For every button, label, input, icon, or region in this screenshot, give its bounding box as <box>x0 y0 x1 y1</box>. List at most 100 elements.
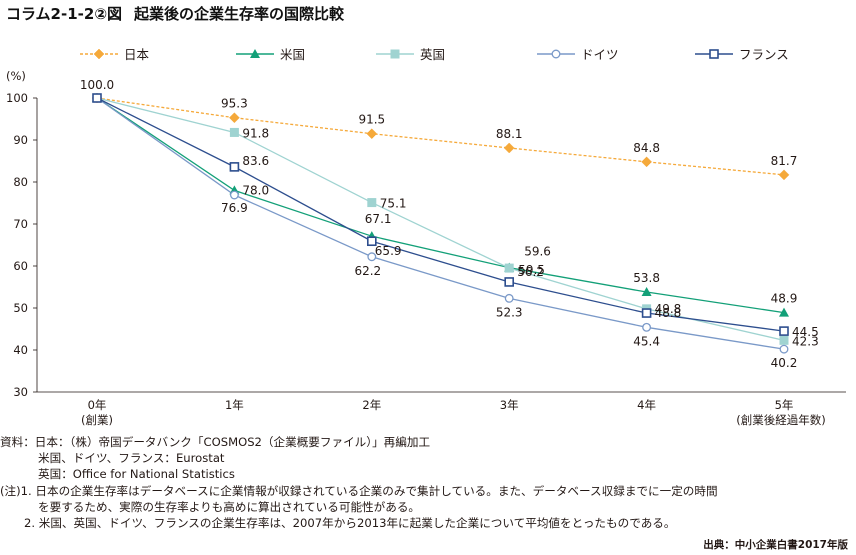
data-point <box>779 344 789 354</box>
data-label: 91.8 <box>242 126 269 140</box>
x-tick-label: 2年 <box>362 398 381 412</box>
data-label: 84.8 <box>633 141 660 155</box>
source-row-3: 英国：Office for National Statistics <box>0 466 856 482</box>
data-label: 48.8 <box>655 306 682 320</box>
data-label: 44.5 <box>792 325 819 339</box>
series-lines <box>96 97 785 350</box>
legend-marker <box>390 49 400 59</box>
data-point <box>504 293 514 303</box>
data-point <box>229 162 240 172</box>
data-point <box>778 169 790 181</box>
data-point <box>92 93 102 103</box>
data-label: 59.6 <box>524 245 551 259</box>
data-point <box>641 308 652 318</box>
x-tick-label: 1年 <box>225 398 244 412</box>
data-label: 100.0 <box>80 78 114 92</box>
x-tick-label: 3年 <box>500 398 519 412</box>
x-axis: 0年(創業) 1年 2年 3年 4年 5年(創業後経過年数) <box>37 391 846 427</box>
data-point <box>229 190 239 200</box>
y-tick-label: 100 <box>6 91 28 105</box>
legend-marker <box>93 48 105 60</box>
notes-block: 資料：日本：（株）帝国データバンク「COSMOS2（企業概要ファイル）」再編加工… <box>0 434 856 531</box>
source-row-1: 資料：日本：（株）帝国データバンク「COSMOS2（企業概要ファイル）」再編加工 <box>0 434 856 450</box>
legend-label: 日本 <box>124 47 150 62</box>
legend-label: フランス <box>739 47 789 62</box>
data-label: 81.7 <box>771 154 798 168</box>
source-line-2: 米国、ドイツ、フランス：Eurostat <box>38 451 225 466</box>
note-label: (注) <box>0 483 21 498</box>
legend-label: 英国 <box>420 47 445 62</box>
data-point <box>504 263 514 273</box>
data-label: 78.0 <box>242 183 269 197</box>
data-label: 83.6 <box>242 154 269 168</box>
legend-label: 米国 <box>280 47 305 62</box>
source-label: 資料： <box>0 435 35 449</box>
data-label: 65.9 <box>375 244 402 258</box>
series-line <box>96 97 785 350</box>
y-tick-label: 80 <box>13 175 28 189</box>
data-label: 62.2 <box>354 264 381 278</box>
data-label: 67.1 <box>365 212 392 226</box>
data-label: 48.9 <box>771 292 798 306</box>
data-point <box>642 322 652 332</box>
data-label: 52.3 <box>496 305 523 319</box>
data-point <box>779 326 789 336</box>
y-axis-unit: (%) <box>6 69 26 83</box>
figure-title-block: コラム2-1-2②図 起業後の企業生存率の国際比較 <box>6 3 344 24</box>
data-label: 45.4 <box>633 334 660 348</box>
x-tick-label: 4年 <box>637 398 656 412</box>
data-label: 49.8 <box>655 302 682 316</box>
data-point <box>229 127 239 137</box>
series-markers <box>91 92 790 354</box>
legend: 日本 米国 英国 ドイツ フランス <box>80 47 789 62</box>
data-label: 40.2 <box>771 356 798 370</box>
data-point <box>229 112 240 124</box>
y-tick-label: 90 <box>13 133 28 147</box>
data-label: 88.1 <box>496 127 523 141</box>
series-line <box>96 97 785 314</box>
data-label: 76.9 <box>221 201 248 215</box>
legend-marker <box>709 49 719 59</box>
x-tick-label: 5年 <box>775 398 794 412</box>
figure-title: 起業後の企業生存率の国際比較 <box>134 5 345 23</box>
series-line <box>96 97 785 341</box>
data-label: 95.3 <box>221 97 248 111</box>
data-point <box>366 236 377 247</box>
x-tick-label: 0年 <box>88 398 107 412</box>
source-line-1: 日本：（株）帝国データバンク「COSMOS2（企業概要ファイル）」再編加工 <box>34 435 431 449</box>
source-credit: 出典：中小企業白書2017年版 <box>703 539 848 551</box>
x-tick-sublabel: (創業) <box>81 413 113 427</box>
y-axis: 30 40 50 60 70 80 90 100 <box>6 91 38 399</box>
series-line <box>96 97 785 176</box>
data-point <box>367 198 377 208</box>
data-point <box>641 287 652 297</box>
data-label: 75.1 <box>380 197 407 211</box>
legend-marker <box>250 49 260 58</box>
x-tick-sublabel: (創業後経過年数) <box>736 413 825 427</box>
data-label: 53.8 <box>633 271 660 285</box>
note-line-3: 2. 米国、英国、ドイツ、フランスの企業生存率は、2007年から2013年に起業… <box>24 516 676 531</box>
note-row-1: (注)1. 日本の企業生存率はデータベースに企業情報が収録されている企業のみで集… <box>0 483 856 499</box>
y-tick-label: 60 <box>13 259 28 273</box>
data-label: 42.3 <box>792 334 819 348</box>
source-line-3: 英国：Office for National Statistics <box>38 467 235 482</box>
data-label: 91.5 <box>358 113 385 127</box>
figure-number: コラム2-1-2②図 <box>6 5 123 23</box>
source-row-2: 米国、ドイツ、フランス：Eurostat <box>0 450 856 466</box>
legend-marker <box>551 49 561 59</box>
series-line <box>96 97 785 332</box>
data-labels: 100.0 95.3 91.5 88.1 84.8 81.7 78.0 67.1 59.6 53.… <box>80 78 819 370</box>
data-point <box>779 307 789 317</box>
note-line-2: を要するため、実際の生存率よりも高めに算出されている可能性がある。 <box>38 499 421 514</box>
data-label: 59.5 <box>518 263 545 277</box>
data-point <box>366 128 378 140</box>
data-point <box>367 252 377 262</box>
y-tick-label: 50 <box>13 301 28 315</box>
data-label: 56.2 <box>517 265 544 279</box>
data-point <box>503 142 515 154</box>
y-tick-label: 70 <box>13 217 28 231</box>
legend-label: ドイツ <box>581 47 619 62</box>
y-tick-label: 30 <box>13 385 28 399</box>
data-point <box>779 335 789 345</box>
